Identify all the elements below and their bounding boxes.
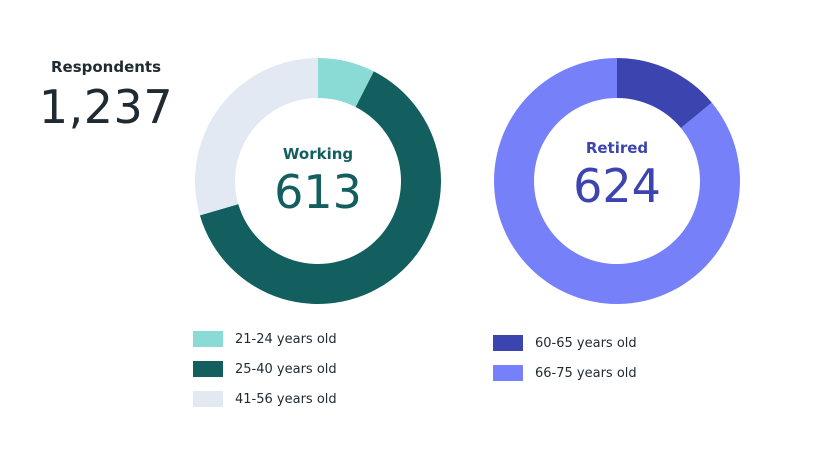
working-total: 613 [274,165,362,219]
respondents-label: Respondents [50,58,162,76]
legend-swatch [193,391,223,407]
donut-slice-25-40-years-old [199,71,441,305]
legend-label: 60-65 years old [535,335,637,351]
donut-slice-41-56-years-old [195,58,318,216]
working-label: Working [282,145,354,163]
legend-item-60-65: 60-65 years old [493,333,637,353]
donut-slice-21-24-years-old [318,58,374,108]
legend-label: 41-56 years old [235,391,337,407]
retired-center: Retired 624 [493,139,741,213]
donut-slice-66-75-years-old [493,58,740,304]
retired-total: 624 [573,159,661,213]
legend-item-21-24: 21-24 years old [193,329,337,349]
working-legend: 21-24 years old 25-40 years old 41-56 ye… [193,329,337,419]
legend-swatch [493,335,523,351]
donut-slice-60-65-years-old [617,58,712,129]
legend-item-25-40: 25-40 years old [193,359,337,379]
legend-label: 66-75 years old [535,365,637,381]
respondents-value: 1,237 [38,80,174,134]
legend-swatch [493,365,523,381]
legend-swatch [193,331,223,347]
working-donut-chart: Working 613 [194,57,442,305]
legend-item-41-56: 41-56 years old [193,389,337,409]
retired-label: Retired [585,139,649,157]
working-donut-svg [195,58,441,305]
retired-donut-svg [493,58,740,304]
respondents-summary: Respondents 1,237 [36,58,176,134]
legend-swatch [193,361,223,377]
legend-label: 21-24 years old [235,331,337,347]
retired-donut-chart: Retired 624 [493,57,741,305]
working-center: Working 613 [194,145,442,219]
legend-item-66-75: 66-75 years old [493,363,637,383]
retired-legend: 60-65 years old 66-75 years old [493,333,637,393]
legend-label: 25-40 years old [235,361,337,377]
